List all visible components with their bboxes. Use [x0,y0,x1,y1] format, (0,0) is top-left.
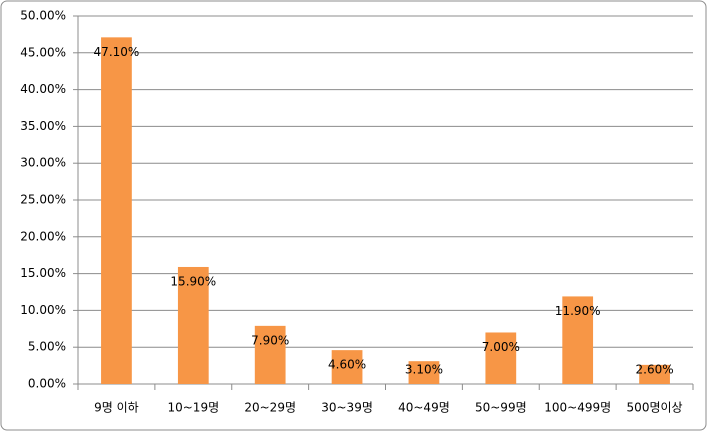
bar [562,296,594,384]
bar [254,325,286,384]
value-label: 7.90% [251,333,289,347]
value-label: 7.00% [482,340,520,354]
y-tick-label: 45.00% [20,45,66,59]
x-tick-label: 50~99명 [475,401,527,415]
value-label: 11.90% [555,304,601,318]
y-tick-label: 20.00% [20,229,66,243]
x-tick-label: 9명 이하 [94,401,139,415]
y-tick-label: 50.00% [20,9,66,23]
y-tick-label: 15.00% [20,266,66,280]
value-label: 2.60% [636,363,674,377]
bar [177,266,209,384]
bar [101,37,132,385]
y-tick-label: 40.00% [20,82,66,96]
x-tick-label: 30~39명 [321,401,373,415]
bar [639,364,670,384]
x-tick-label: 20~29명 [244,401,296,415]
y-tick-label: 25.00% [20,193,66,207]
value-label: 3.10% [405,363,443,377]
value-label: 47.10% [94,45,140,59]
bar [331,350,363,384]
x-tick-label: 40~49명 [398,401,450,415]
bar [408,361,440,384]
value-label: 4.60% [328,358,366,372]
value-label: 15.90% [170,274,216,288]
x-tick-label: 500명이상 [627,401,683,415]
x-tick-label: 10~19명 [167,401,219,415]
y-tick-label: 10.00% [20,303,66,317]
y-tick-label: 35.00% [20,119,66,133]
y-tick-label: 30.00% [20,156,66,170]
bar [485,332,517,384]
y-tick-label: 0.00% [28,377,66,391]
x-tick-label: 100~499명 [544,401,611,415]
y-tick-label: 5.00% [28,340,66,354]
